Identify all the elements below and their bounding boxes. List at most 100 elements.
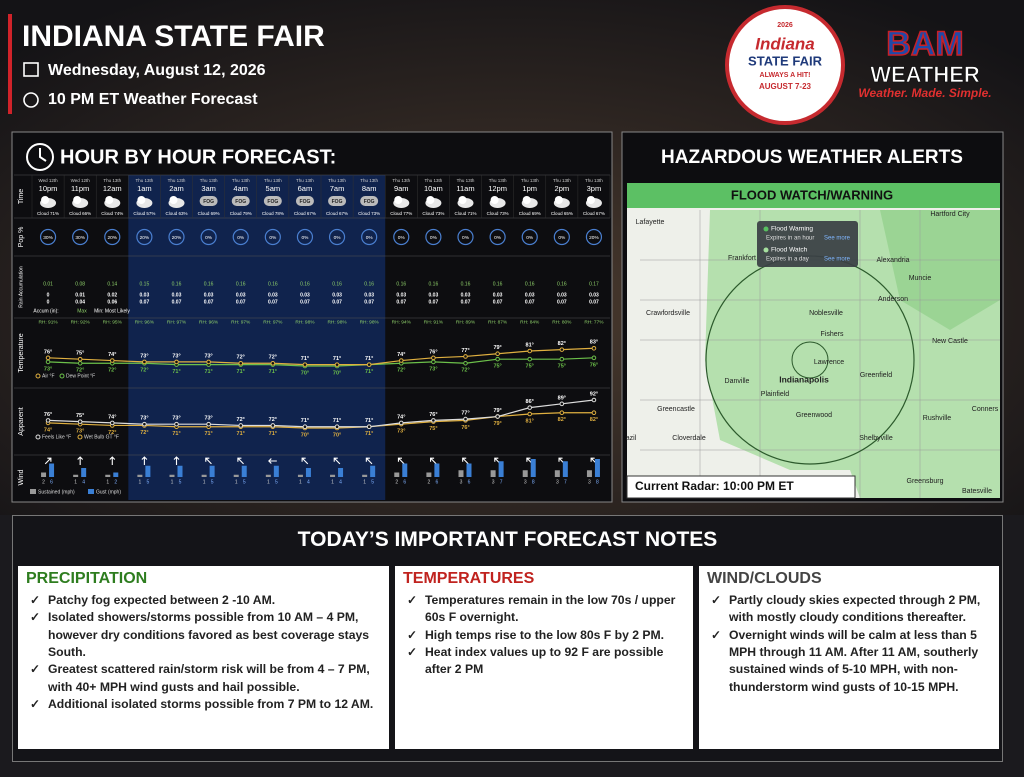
dew-label: 71° — [204, 369, 212, 375]
hour: 10am — [424, 184, 443, 193]
day: Thu 13th — [296, 178, 314, 183]
fair-sub: STATE FAIR — [748, 53, 823, 68]
fair-dates: AUGUST 7-23 — [759, 82, 812, 91]
air-point — [77, 356, 83, 362]
pop-ring — [200, 228, 217, 246]
legend-swatch — [88, 489, 94, 494]
pop: 0% — [558, 235, 566, 241]
dew-label: 72° — [108, 368, 116, 374]
clock-hands — [39, 148, 47, 162]
gust-bar — [113, 472, 119, 477]
air-label: 74° — [397, 352, 405, 358]
cloud-icon — [41, 196, 50, 204]
popup-link[interactable]: See more — [824, 257, 851, 263]
rain-max: 0.07 — [236, 299, 246, 305]
fog-label: FOG — [364, 199, 375, 205]
city: Lawrence — [814, 359, 844, 366]
clock-icon — [23, 92, 39, 108]
air-label: 77° — [461, 348, 469, 354]
sustained: 3 — [492, 479, 495, 485]
legend-text: Air °F — [42, 373, 55, 379]
fog-icon — [263, 196, 282, 206]
pop-ring — [168, 228, 185, 246]
pop-ring — [72, 228, 89, 246]
rain-accum: 0.16 — [557, 281, 567, 287]
pop-ring — [232, 228, 249, 246]
legend-text: Sustained (mph) — [38, 489, 75, 495]
rh: RH: 96% — [135, 319, 155, 325]
air-point — [559, 347, 565, 352]
gust: 7 — [564, 479, 567, 485]
pop-ring — [553, 228, 570, 246]
rain-accum: 0.16 — [236, 281, 246, 287]
rain-accum: 0.16 — [300, 281, 310, 287]
rain-accum: 0.16 — [396, 281, 406, 287]
sustained: 1 — [203, 479, 206, 485]
feels-point — [142, 421, 147, 427]
clock-icon — [26, 143, 54, 171]
hour: 8am — [362, 184, 377, 193]
wbgt-label: 71° — [365, 431, 373, 437]
feels-point — [463, 416, 468, 422]
day: Thu 13th — [264, 178, 282, 183]
dew-label: 71° — [172, 369, 180, 375]
gust-bar — [338, 468, 344, 477]
hour: 2pm — [555, 184, 570, 193]
wbgt-label: 74° — [44, 427, 52, 433]
gust-bar — [209, 465, 215, 477]
air-label: 75° — [76, 351, 84, 357]
day: Thu 13th — [136, 178, 154, 183]
fog-icon — [199, 196, 218, 206]
feels-label: 72° — [237, 417, 245, 423]
rain-legend: Max — [77, 308, 87, 314]
pop: 0% — [494, 235, 502, 241]
sustained-bar — [169, 474, 175, 477]
cloud-cover: Cloud 69% — [198, 211, 220, 216]
rain-max: 0.07 — [589, 299, 599, 305]
feels-label: 72° — [269, 417, 277, 423]
day: Wed 12th — [71, 178, 91, 183]
popup-link[interactable]: See more — [824, 236, 851, 242]
note-item: Overnight winds will be calm at less tha… — [711, 627, 991, 696]
cloud-icon — [394, 196, 403, 204]
sustained-bar — [362, 474, 368, 477]
air-point — [45, 355, 51, 361]
sustained-bar — [522, 470, 528, 477]
feels-point — [591, 397, 597, 403]
dew-point — [495, 356, 500, 362]
gust-bar — [305, 468, 311, 477]
wind-arrow — [365, 457, 373, 465]
city: azil — [626, 435, 637, 442]
dew-point — [463, 360, 468, 366]
feels-label: 77° — [461, 411, 469, 417]
pop: 20% — [140, 235, 150, 241]
hour: 7am — [330, 184, 345, 193]
rain-max: 0 — [47, 299, 50, 305]
legend-dot — [59, 373, 65, 379]
rain-legend: Accum (in): — [33, 308, 58, 314]
feels-point — [334, 424, 340, 430]
note-item: Greatest scattered rain/storm risk will … — [30, 661, 381, 696]
sustained: 3 — [588, 479, 591, 485]
pop-ring — [296, 228, 314, 246]
feels-label: 74° — [397, 414, 405, 420]
rain-accum: 0.01 — [43, 281, 53, 287]
gust: 8 — [596, 479, 599, 485]
legend-text: Dew Point °F — [66, 373, 95, 379]
feels-label: 71° — [333, 418, 341, 424]
gust: 5 — [371, 479, 374, 485]
pop-ring — [521, 228, 538, 246]
rain-max: 0.07 — [493, 299, 503, 305]
gust: 5 — [243, 479, 246, 485]
gust: 6 — [403, 479, 406, 485]
note-list: Patchy fog expected between 2 -10 AM.Iso… — [26, 592, 381, 713]
sustained: 3 — [524, 479, 527, 485]
dot — [763, 226, 769, 232]
hour: 10pm — [39, 184, 58, 193]
note-section: TEMPERATURES Temperatures remain in the l… — [395, 566, 693, 749]
wbgt-label: 76° — [461, 425, 469, 431]
air-point — [302, 362, 308, 367]
feels-point — [431, 418, 436, 423]
rain-accum: 0.16 — [429, 281, 439, 287]
cloud-cover: Cloud 74% — [101, 211, 123, 216]
